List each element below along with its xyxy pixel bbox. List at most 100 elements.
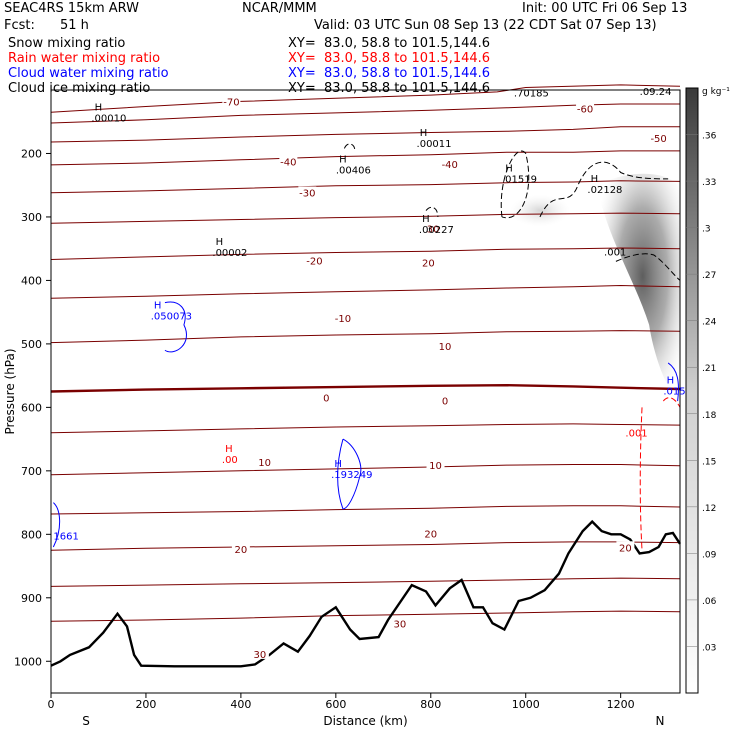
colorbar-tick-label: .03 xyxy=(702,643,716,653)
isotherm-label-bg xyxy=(436,340,455,352)
contour-value-label: .09.24 xyxy=(640,87,672,98)
cloud-water-contour xyxy=(337,438,362,510)
isotherm-line xyxy=(50,126,680,143)
contour-value-label: .001 xyxy=(625,429,647,440)
colorbar-tick-label: .33 xyxy=(702,178,716,188)
snow-contour xyxy=(539,161,669,218)
x-tick-label: 0 xyxy=(48,698,55,711)
colorbar-tick-label: .24 xyxy=(702,318,717,328)
isotherm-label-bg xyxy=(279,155,298,167)
snow-contour xyxy=(500,150,530,219)
isotherm-line xyxy=(50,180,681,194)
isotherm-label-bg xyxy=(419,256,438,268)
isotherm-label: 10 xyxy=(439,342,452,353)
plot-frame xyxy=(50,89,681,694)
x-tick-label: 200 xyxy=(135,698,156,711)
colorbar-tick-label: .36 xyxy=(702,132,717,142)
isotherm-label: 0 xyxy=(442,397,448,408)
colorbar-tick-label: .06 xyxy=(702,597,717,607)
center-title: NCAR/MMM xyxy=(242,1,317,16)
forecast-label: Fcst: xyxy=(4,18,35,33)
field-xy-rain: XY= 83.0, 58.8 to 101.5,144.6 xyxy=(288,51,491,66)
isotherm-label-bg xyxy=(231,543,250,555)
terrain-profile xyxy=(50,519,682,668)
init-time: Init: 00 UTC Fri 06 Sep 13 xyxy=(522,1,688,16)
y-tick-label: 800 xyxy=(21,528,42,541)
isotherm-label: -10 xyxy=(335,314,351,325)
contour-value-label: .70185 xyxy=(514,88,549,99)
y-tick-label: 300 xyxy=(21,211,42,224)
isotherm-label-bg xyxy=(436,394,455,406)
snow-contour xyxy=(343,143,356,151)
maximum-h-label: H xyxy=(95,102,103,113)
isotherm-line xyxy=(50,610,681,622)
maximum-h-label: H xyxy=(225,444,233,455)
maximum-h-label: H xyxy=(154,301,162,312)
isotherm-label: 20 xyxy=(424,529,437,540)
forecast-hour: 51 h xyxy=(60,18,89,33)
colorbar-tick-label: .3 xyxy=(702,225,711,235)
contour-labels: -70 -60 -50 -40 -40 -30 30 -20 20 -10 10 0 0 10 10 20 20… xyxy=(53,87,692,661)
maximum-value-label: .0153 xyxy=(663,386,692,397)
isotherm-label-bg xyxy=(255,456,274,468)
maximum-value-label: .050073 xyxy=(151,312,192,323)
isotherm-label-bg xyxy=(421,527,440,539)
maximum-h-label: H xyxy=(422,214,430,225)
isotherm-label: 30 xyxy=(254,650,267,661)
cloud-ice-shading xyxy=(509,173,680,402)
isotherm-label: 10 xyxy=(429,461,442,472)
maximum-value-label: .00010 xyxy=(91,113,126,124)
isotherm-label: 30 xyxy=(427,225,440,236)
colorbar-bar xyxy=(685,87,699,694)
isotherm-line xyxy=(50,330,681,344)
maximum-value-label: .00 xyxy=(222,455,238,466)
field-label-rain: Rain water mixing ratio xyxy=(8,51,161,66)
rain-contour xyxy=(662,397,681,408)
isotherm-label: -60 xyxy=(577,105,593,116)
cloud-ice-shade-secondary xyxy=(509,194,570,227)
colorbar-tick-label: .09 xyxy=(702,550,717,560)
field-label-cloud-ice: Cloud ice mixing ratio xyxy=(8,81,151,96)
isotherm-line xyxy=(50,247,681,260)
maximum-h-label: H xyxy=(667,375,675,386)
isotherm-label-bg xyxy=(426,458,445,470)
maximum-h-label: H xyxy=(339,155,347,166)
isotherm-label: 20 xyxy=(235,545,248,556)
y-tick-label: 200 xyxy=(21,147,42,160)
y-tick-label: 900 xyxy=(21,592,42,605)
isotherm-label-bg xyxy=(616,541,635,553)
terrain-line xyxy=(50,519,682,668)
x-tick-label: 1200 xyxy=(607,698,635,711)
isotherm-label: 20 xyxy=(619,543,632,554)
x-tick-label: 800 xyxy=(420,698,441,711)
isotherm-line xyxy=(50,541,681,551)
colorbar-tick-label: .27 xyxy=(702,271,716,281)
isotherm-label: -50 xyxy=(650,134,666,145)
isotherm-line xyxy=(50,84,681,113)
x-axis-label: Distance (km) xyxy=(323,714,407,728)
snow-contour xyxy=(425,206,439,217)
x-tick-label: 600 xyxy=(325,698,346,711)
hydrometeor-contours xyxy=(52,143,681,551)
field-xy-cloud-water: XY= 83.0, 58.8 to 101.5,144.6 xyxy=(288,66,491,81)
cloud-water-contour xyxy=(52,502,61,548)
cloud-water-contour xyxy=(164,301,187,353)
isotherm-label-bg xyxy=(390,617,409,629)
model-title: SEAC4RS 15km ARW xyxy=(4,1,140,16)
colorbar-tick-label: .21 xyxy=(702,364,716,374)
maximum-h-label: H xyxy=(420,128,428,139)
isotherm-label-bg xyxy=(298,186,317,198)
isotherm-line xyxy=(50,150,680,166)
isotherm-line xyxy=(50,577,681,587)
isotherm-label: -70 xyxy=(223,98,239,109)
x-tick-label: 400 xyxy=(230,698,251,711)
maximum-h-label: H xyxy=(591,174,599,185)
isotherm-label: 10 xyxy=(258,458,271,469)
isotherm-label: -40 xyxy=(280,157,296,168)
isotherm-label-bg xyxy=(222,95,241,107)
y-tick-label: 600 xyxy=(21,401,42,414)
isotherm-label-bg xyxy=(576,102,595,114)
temperature-isotherms xyxy=(50,84,681,622)
